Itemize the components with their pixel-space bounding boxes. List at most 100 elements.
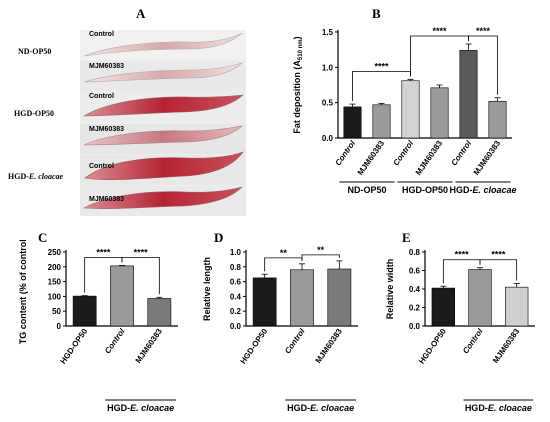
y-axis-label: Fat deposition (A510 nm) — [292, 36, 304, 133]
y-tick-label: 0.2 — [409, 304, 421, 313]
worm-hgd-e-cloacae-control — [84, 151, 244, 180]
y-tick-label: 0.4 — [230, 292, 242, 301]
x-tick-label: HGD-OP50 — [238, 327, 269, 366]
y-tick-label: 0.0 — [322, 134, 334, 143]
group-label: HGD-E. cloacae — [465, 403, 532, 413]
bar — [372, 104, 391, 139]
bar — [459, 50, 478, 139]
chart-b-fat-deposition: 0.0 0.5 1.0 1.5 Fat deposition (A510 nm) Cont… — [292, 26, 517, 195]
x-tick-label: MJM60383 — [472, 139, 503, 177]
row-label-6: MJM60383 — [89, 196, 125, 203]
chart-d-relative-length: 0.0 0.2 0.4 0.6 0.8 1.0 Relative length HGD-OP5… — [202, 245, 358, 413]
x-tick-label: MJM60383 — [356, 139, 387, 177]
significance-label: **** — [374, 61, 389, 71]
significance-bracket — [479, 259, 518, 281]
significance-label: **** — [134, 247, 149, 257]
worm-micrograph-panel: Control MJM60383 Control MJM60383 Contro… — [80, 30, 246, 216]
bar — [110, 265, 134, 327]
y-tick-label: 0.8 — [230, 263, 242, 272]
y-axis-label: Relative length — [202, 257, 212, 321]
significance-label: **** — [96, 247, 111, 257]
bar — [488, 100, 507, 139]
group-label-nd-op50: ND-OP50 — [18, 47, 52, 56]
panel-letter-d: D — [214, 230, 224, 245]
significance-bracket — [121, 257, 160, 295]
worm-hgd-op50-control — [82, 94, 244, 117]
group-label: HGD-E. cloacae — [449, 185, 516, 195]
bar — [72, 295, 97, 327]
group-label-hgd-op50: HGD-OP50 — [14, 109, 54, 118]
significance-label: **** — [432, 26, 447, 36]
x-tick-label: Control — [461, 326, 485, 355]
group-label: HGD-E. cloacae — [287, 403, 354, 413]
y-axis-label: TG content (% of control ) — [18, 240, 28, 344]
x-tick-label: Control — [103, 326, 127, 355]
row-label-2: MJM60383 — [89, 63, 125, 70]
worm-hgd-op50-mjm60383 — [83, 125, 243, 146]
y-tick-label: 0.6 — [409, 267, 421, 276]
bar — [468, 269, 492, 327]
bar — [290, 269, 314, 327]
worm-micrographs — [80, 30, 246, 216]
y-tick-label: 0.4 — [409, 285, 421, 294]
group-label: ND-OP50 — [347, 185, 386, 195]
chart-c-tg-content: 0 50 100 150 200 250 TG content (% of control … — [18, 240, 178, 413]
x-tick-label: MJM60383 — [491, 327, 522, 365]
y-tick-label: 0 — [57, 322, 62, 331]
x-tick-label: MJM60383 — [314, 327, 345, 365]
row-label-3: Control — [89, 93, 114, 100]
worm-hgd-e-cloacae-mjm60383 — [82, 186, 243, 209]
significance-label: ** — [317, 245, 325, 255]
significance-bracket — [301, 254, 340, 261]
group-label-hgd-e-cloacae: HGD-E. cloacae — [8, 172, 64, 181]
y-tick-label: 0.0 — [409, 322, 421, 331]
y-tick-label: 250 — [48, 248, 62, 257]
bar — [327, 268, 352, 327]
bar — [431, 287, 456, 327]
significance-label: **** — [491, 250, 506, 260]
x-tick-label: Control — [391, 138, 415, 167]
group-label: HGD-OP50 — [402, 185, 448, 195]
y-tick-label: 100 — [48, 292, 62, 301]
x-tick-label: Control — [449, 138, 473, 167]
y-tick-label: 0.2 — [230, 307, 242, 316]
group-label: HGD-E. cloacae — [107, 403, 174, 413]
row-label-1: Control — [89, 31, 114, 38]
panel-letter-e: E — [402, 230, 411, 245]
significance-label: ** — [280, 248, 288, 258]
bar — [147, 298, 172, 327]
x-tick-label: Control — [333, 138, 357, 167]
x-tick-label: Control — [283, 326, 307, 355]
bar — [252, 277, 277, 327]
y-tick-label: 200 — [48, 263, 62, 272]
x-tick-label: MJM60383 — [134, 327, 165, 365]
significance-bracket — [264, 257, 303, 272]
y-tick-label: 1.0 — [230, 248, 242, 257]
panel-letter-b: B — [372, 6, 381, 21]
bar — [401, 80, 420, 139]
y-tick-label: 1.0 — [322, 63, 334, 72]
row-label-5: Control — [89, 163, 114, 170]
y-tick-label: 0.0 — [230, 322, 242, 331]
row-label-4: MJM60383 — [89, 126, 125, 133]
panel-letter-c: C — [38, 230, 48, 245]
chart-e-relative-width: 0.0 0.2 0.4 0.6 0.8 Relative width HGD-OP50 Con… — [385, 248, 535, 413]
x-tick-label: HGD-OP50 — [58, 327, 89, 366]
x-tick-label: HGD-OP50 — [417, 327, 448, 366]
worm-nd-op50-mjm60383 — [83, 62, 243, 83]
y-tick-label: 0.8 — [409, 248, 421, 257]
significance-label: **** — [476, 26, 491, 36]
y-tick-label: 50 — [52, 307, 61, 316]
y-axis-label: Relative width — [385, 259, 395, 320]
y-tick-label: 150 — [48, 278, 62, 287]
x-tick-label: MJM60383 — [414, 139, 445, 177]
bar — [343, 106, 362, 139]
y-tick-label: 0.5 — [322, 99, 334, 108]
worm-nd-op50-control — [83, 32, 243, 57]
bar — [430, 87, 449, 139]
significance-bracket — [468, 35, 498, 95]
bar — [505, 286, 529, 327]
significance-label: **** — [455, 250, 470, 260]
y-tick-label: 0.6 — [230, 278, 242, 287]
y-tick-label: 1.5 — [322, 28, 334, 37]
